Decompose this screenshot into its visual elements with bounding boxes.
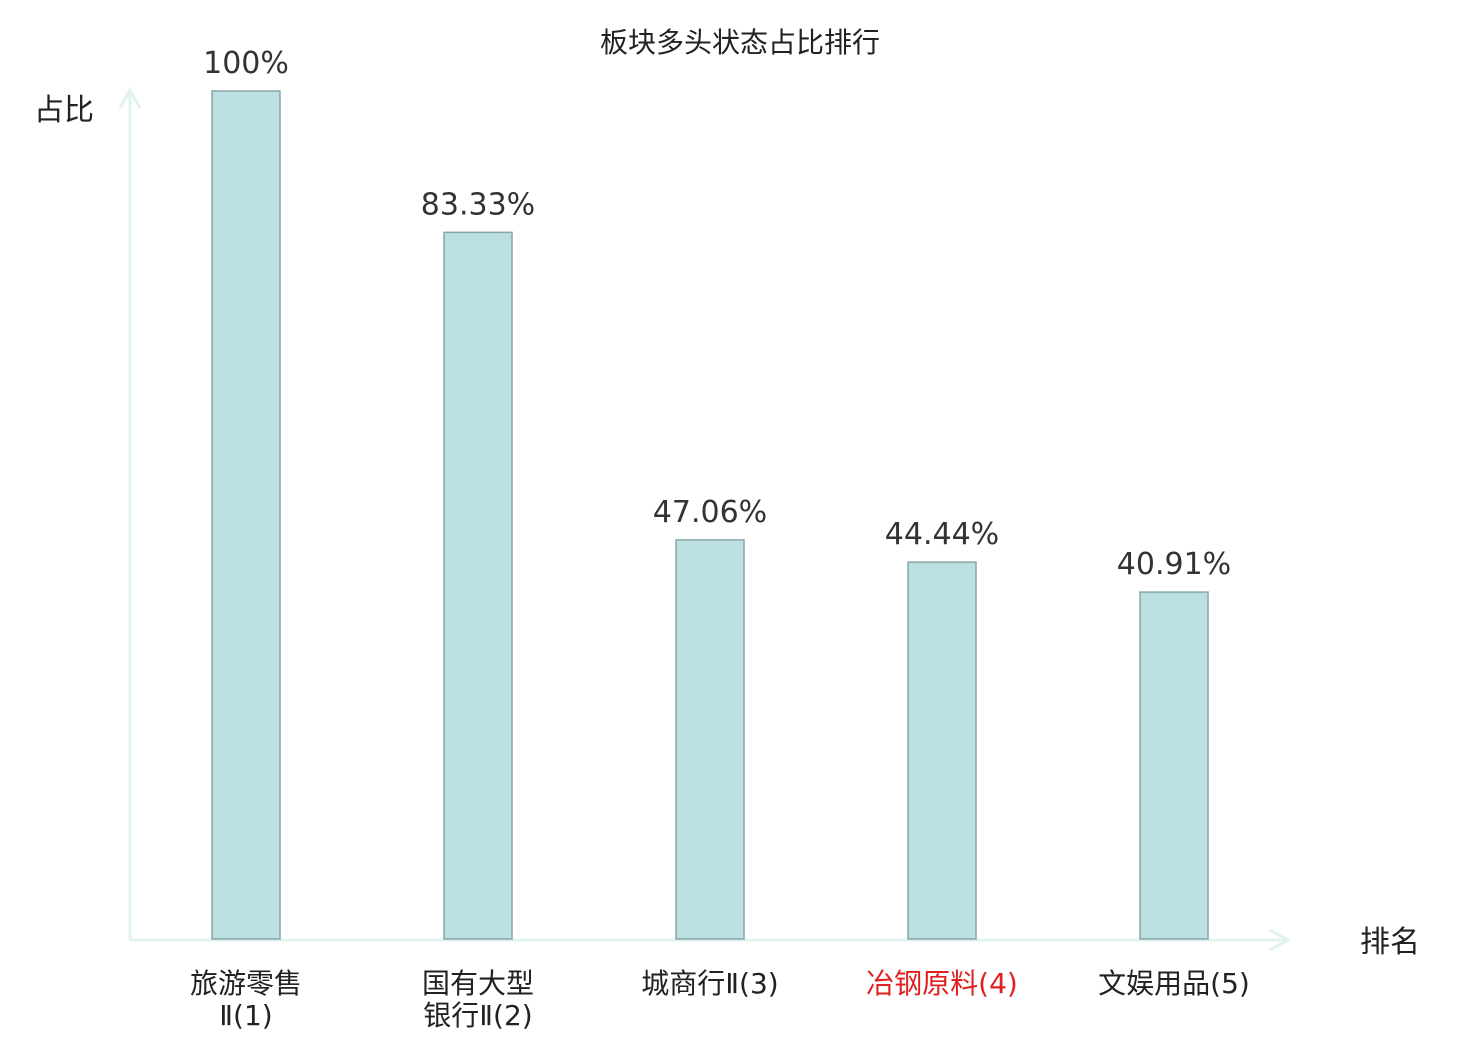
category-label: 冶钢原料(4) <box>866 967 1018 1000</box>
category-label: 银行Ⅱ(2) <box>423 999 532 1032</box>
category-label: Ⅱ(1) <box>219 999 272 1032</box>
bar <box>211 90 281 940</box>
category-label: 国有大型 <box>422 967 534 1000</box>
category-label: 文娱用品(5) <box>1098 967 1250 1000</box>
bar <box>907 561 977 940</box>
bars-group <box>211 90 1209 940</box>
data-label: 44.44% <box>885 517 999 552</box>
y-axis-arrow <box>118 86 142 109</box>
data-label: 47.06% <box>653 495 767 530</box>
data-label: 100% <box>203 46 289 81</box>
bar <box>1139 591 1209 940</box>
axes <box>118 86 1292 952</box>
chart-title: 板块多头状态占比排行 <box>600 26 880 59</box>
category-label: 城商行Ⅱ(3) <box>641 967 778 1000</box>
category-label: 旅游零售 <box>190 967 302 1000</box>
y-axis-label: 占比 <box>34 93 94 128</box>
data-labels-group: 100% 83.33% 47.06% 44.44% 40.91% <box>203 46 1231 582</box>
data-label: 40.91% <box>1117 547 1231 582</box>
bar <box>675 539 745 940</box>
bar <box>443 231 513 940</box>
x-axis-label: 排名 <box>1360 925 1420 960</box>
data-label: 83.33% <box>421 187 535 222</box>
x-axis-arrow <box>1269 928 1292 952</box>
